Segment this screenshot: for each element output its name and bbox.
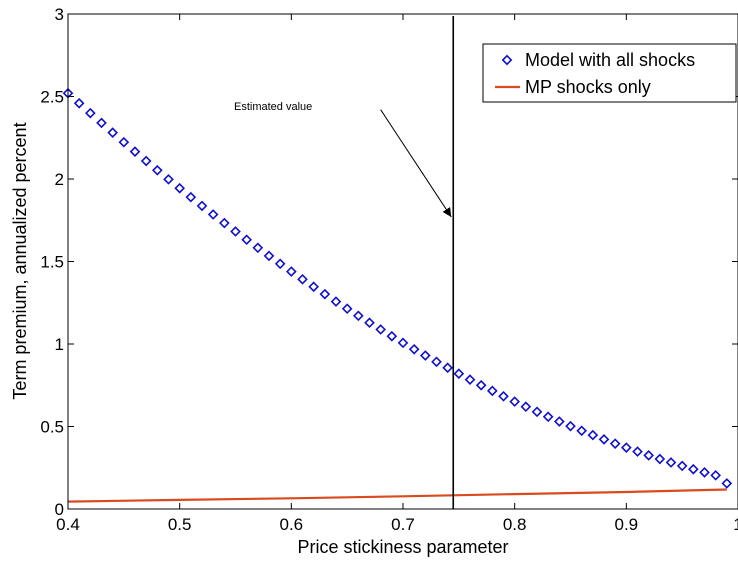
data-point-all-shocks: [129, 146, 141, 157]
x-tick-label: 0.8: [503, 515, 527, 534]
data-point-all-shocks: [520, 401, 532, 413]
series-line-mp-shocks-only: [67, 488, 727, 503]
data-point-all-shocks: [364, 317, 375, 329]
legend: Model with all shocks MP shocks only: [482, 43, 737, 103]
data-point-all-shocks: [632, 446, 643, 457]
data-point-all-shocks: [353, 310, 364, 322]
series-layer: [62, 87, 733, 503]
data-point-all-shocks: [252, 242, 264, 254]
data-point-all-shocks: [531, 406, 543, 418]
y-tick-label: 1.5: [40, 253, 64, 272]
data-point-all-shocks: [85, 107, 96, 119]
data-point-all-shocks: [341, 303, 353, 315]
data-point-all-shocks: [319, 288, 331, 300]
x-tick-label: 0.7: [391, 515, 415, 534]
data-point-all-shocks: [386, 330, 398, 342]
data-point-all-shocks: [330, 296, 342, 307]
data-point-all-shocks: [174, 182, 185, 194]
data-point-all-shocks: [375, 324, 386, 335]
data-point-all-shocks: [241, 234, 252, 246]
data-point-all-shocks: [96, 117, 107, 129]
data-point-all-shocks: [554, 416, 565, 427]
legend-swatch-diamond: [501, 54, 513, 66]
data-point-all-shocks: [721, 478, 733, 489]
data-point-all-shocks: [397, 337, 409, 349]
data-point-all-shocks: [308, 281, 319, 293]
data-point-all-shocks: [688, 463, 699, 475]
data-point-all-shocks: [196, 200, 208, 212]
data-point-all-shocks: [542, 411, 554, 423]
data-point-all-shocks: [621, 442, 632, 453]
data-point-all-shocks: [207, 209, 219, 220]
data-point-all-shocks: [431, 356, 442, 368]
x-tick-label: 0.6: [280, 515, 304, 534]
y-tick-label: 1: [55, 335, 64, 354]
data-point-all-shocks: [274, 258, 286, 270]
data-point-all-shocks: [587, 429, 599, 441]
data-point-all-shocks: [140, 155, 152, 167]
data-point-all-shocks: [286, 266, 297, 277]
x-tick-label: 1: [733, 515, 738, 534]
data-point-all-shocks: [442, 362, 453, 374]
annotation-text: Estimated value: [234, 101, 312, 113]
data-point-all-shocks: [654, 453, 666, 465]
data-point-all-shocks: [152, 164, 163, 176]
data-point-all-shocks: [598, 434, 610, 445]
data-point-all-shocks: [643, 450, 654, 461]
data-point-all-shocks: [185, 191, 197, 203]
data-point-all-shocks: [263, 250, 275, 262]
y-tick-label: 0.5: [40, 418, 64, 437]
data-point-all-shocks: [665, 457, 677, 468]
data-point-all-shocks: [576, 425, 587, 437]
data-point-all-shocks: [73, 97, 85, 109]
data-point-all-shocks: [475, 379, 487, 391]
x-tick-label: 0.4: [56, 515, 80, 534]
data-point-all-shocks: [297, 273, 308, 285]
legend-box: [482, 43, 737, 103]
data-point-all-shocks: [487, 385, 498, 397]
data-point-all-shocks: [230, 226, 241, 237]
x-tick-label: 0.5: [168, 515, 192, 534]
data-point-all-shocks: [107, 127, 118, 138]
data-point-all-shocks: [420, 350, 431, 361]
annotation-arrow: [380, 109, 452, 218]
annotation-layer: Estimated value: [234, 16, 455, 509]
x-axis-title: Price stickiness parameter: [297, 537, 508, 557]
x-tick-label: 0.9: [615, 515, 639, 534]
x-axis: 0.4 0.5 0.6 0.7 0.8 0.9 1: [56, 14, 738, 534]
legend-label: MP shocks only: [525, 77, 651, 97]
data-point-all-shocks: [699, 467, 710, 478]
data-point-all-shocks: [509, 396, 520, 407]
y-tick-label: 2.5: [40, 88, 64, 107]
data-point-all-shocks: [118, 136, 130, 148]
data-point-all-shocks: [163, 173, 174, 185]
y-axis-title: Term premium, annualized percent: [10, 122, 30, 399]
y-tick-label: 3: [55, 5, 64, 24]
data-point-all-shocks: [219, 217, 230, 229]
legend-label: Model with all shocks: [525, 50, 695, 70]
data-point-all-shocks: [453, 368, 465, 380]
data-point-all-shocks: [498, 390, 509, 402]
y-tick-label: 0: [55, 500, 64, 519]
y-tick-label: 2: [55, 170, 64, 189]
data-point-all-shocks: [464, 374, 476, 385]
y-axis: 0 0.5 1 1.5 2 2.5 3: [40, 5, 738, 519]
data-point-all-shocks: [408, 343, 420, 355]
data-point-all-shocks: [565, 420, 576, 432]
data-point-all-shocks: [710, 470, 721, 481]
data-point-all-shocks: [676, 460, 688, 472]
data-point-all-shocks: [609, 438, 621, 449]
